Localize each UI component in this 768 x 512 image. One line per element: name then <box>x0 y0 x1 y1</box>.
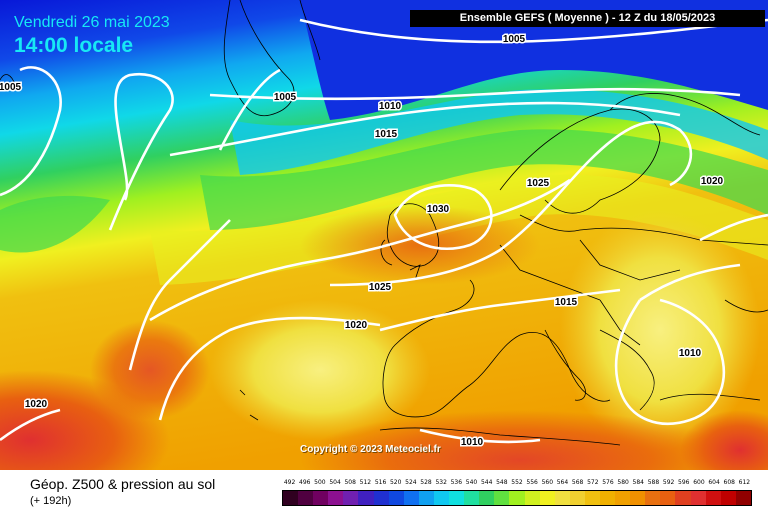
scale-label: 592 <box>662 479 675 486</box>
scale-label: 564 <box>556 479 569 486</box>
scale-swatch <box>494 491 510 505</box>
isobar-label: 1010 <box>461 437 484 448</box>
scale-swatch <box>418 491 434 505</box>
scale-swatch <box>584 491 600 505</box>
forecast-time: 14:00 locale <box>14 34 134 57</box>
color-scale-bar <box>282 490 752 506</box>
isobar-label: 1010 <box>379 101 402 112</box>
isobar-label: 1030 <box>427 204 450 215</box>
scale-swatch <box>705 491 721 505</box>
green-band <box>200 129 768 230</box>
scale-label: 508 <box>344 479 356 486</box>
isobar-label: 1005 <box>274 92 297 103</box>
scale-label: 492 <box>283 479 296 486</box>
scale-label: 500 <box>314 479 326 486</box>
scale-swatch <box>479 491 495 505</box>
scale-swatch <box>675 491 691 505</box>
scale-label: 560 <box>541 479 554 486</box>
scale-swatch <box>373 491 389 505</box>
scale-swatch <box>599 491 616 505</box>
scale-swatch <box>524 491 540 505</box>
isobar-label: 1020 <box>701 176 724 187</box>
scale-swatch <box>328 491 344 505</box>
scale-swatch <box>554 491 570 505</box>
isobar-label: 1010 <box>679 348 702 359</box>
pale-center <box>210 300 430 440</box>
scale-swatch <box>735 491 751 505</box>
scale-label: 540 <box>465 479 478 486</box>
scale-swatch <box>509 491 525 505</box>
scale-label: 528 <box>420 479 432 486</box>
copyright-notice: Copyright © 2023 Meteociel.fr <box>300 444 441 455</box>
scale-label: 576 <box>602 479 614 486</box>
scale-label: 548 <box>496 479 508 486</box>
scale-swatch <box>313 491 329 505</box>
coastlines <box>0 0 768 446</box>
scale-label: 596 <box>678 479 690 486</box>
scale-swatch <box>343 491 359 505</box>
scale-label: 532 <box>435 479 447 486</box>
scale-swatch <box>403 491 419 505</box>
isobar-label: 1005 <box>503 34 526 45</box>
scale-label: 556 <box>526 479 538 486</box>
isobar-label: 1005 <box>0 82 22 93</box>
scale-swatch <box>569 491 585 505</box>
scale-label: 504 <box>329 479 341 486</box>
scale-swatch <box>539 491 555 505</box>
scale-swatch <box>298 491 314 505</box>
hot-southeast <box>680 410 768 470</box>
lead-time: (+ 192h) <box>30 495 72 507</box>
scale-swatch <box>645 491 661 505</box>
scale-swatch <box>283 491 299 505</box>
scale-label: 580 <box>617 479 629 486</box>
scale-swatch <box>449 491 465 505</box>
chart-parameter-title: Géop. Z500 & pression au sol <box>30 476 216 492</box>
scale-label: 608 <box>723 479 735 486</box>
scale-label: 612 <box>738 479 751 486</box>
scale-label: 588 <box>647 479 660 486</box>
scale-label: 544 <box>480 479 493 486</box>
scale-label: 536 <box>450 479 463 486</box>
scale-label: 584 <box>632 479 644 486</box>
scale-swatch <box>615 491 631 505</box>
isobar-label: 1015 <box>555 297 578 308</box>
scale-swatch <box>388 491 404 505</box>
scale-label: 524 <box>405 479 417 486</box>
isobar-label: 1025 <box>369 282 392 293</box>
isobar-labels: 1005 1005 1005 1010 1015 1025 1020 1030 … <box>0 33 725 450</box>
isobar-label: 1020 <box>345 320 368 331</box>
scale-label: 496 <box>299 479 311 486</box>
scale-swatch <box>690 491 706 505</box>
scale-label: 516 <box>374 479 387 486</box>
weather-map: 1005 1005 1005 1010 1015 1025 1020 1030 … <box>0 0 768 470</box>
scale-swatch <box>433 491 450 505</box>
scale-label: 552 <box>511 479 523 486</box>
scale-swatch <box>464 491 480 505</box>
scale-label: 572 <box>587 479 599 486</box>
blue-band <box>300 0 768 120</box>
scale-label: 520 <box>389 479 402 486</box>
warm-uk <box>300 205 540 285</box>
scale-label: 604 <box>708 479 720 486</box>
scale-swatch <box>630 491 646 505</box>
scale-swatch <box>660 491 676 505</box>
hot-southwest2 <box>90 320 210 420</box>
scale-label: 568 <box>571 479 584 486</box>
model-run-banner: Ensemble GEFS ( Moyenne ) - 12 Z du 18/0… <box>410 10 765 27</box>
scale-label: 512 <box>359 479 372 486</box>
scale-label: 600 <box>693 479 705 486</box>
scale-swatch <box>720 491 736 505</box>
legend-footer: Géop. Z500 & pression au sol (+ 192h) 49… <box>0 470 768 512</box>
scale-swatch <box>358 491 374 505</box>
color-scale-labels: 492 496 500 504 508 512 516 520 524 528 532 536 540 5… <box>282 479 752 489</box>
forecast-date: Vendredi 26 mai 2023 <box>14 14 170 31</box>
west-green <box>0 195 110 253</box>
isobar-label: 1015 <box>375 129 398 140</box>
isobar-label: 1025 <box>527 178 550 189</box>
hot-africa <box>300 410 740 470</box>
isobar-label: 1020 <box>25 399 48 410</box>
